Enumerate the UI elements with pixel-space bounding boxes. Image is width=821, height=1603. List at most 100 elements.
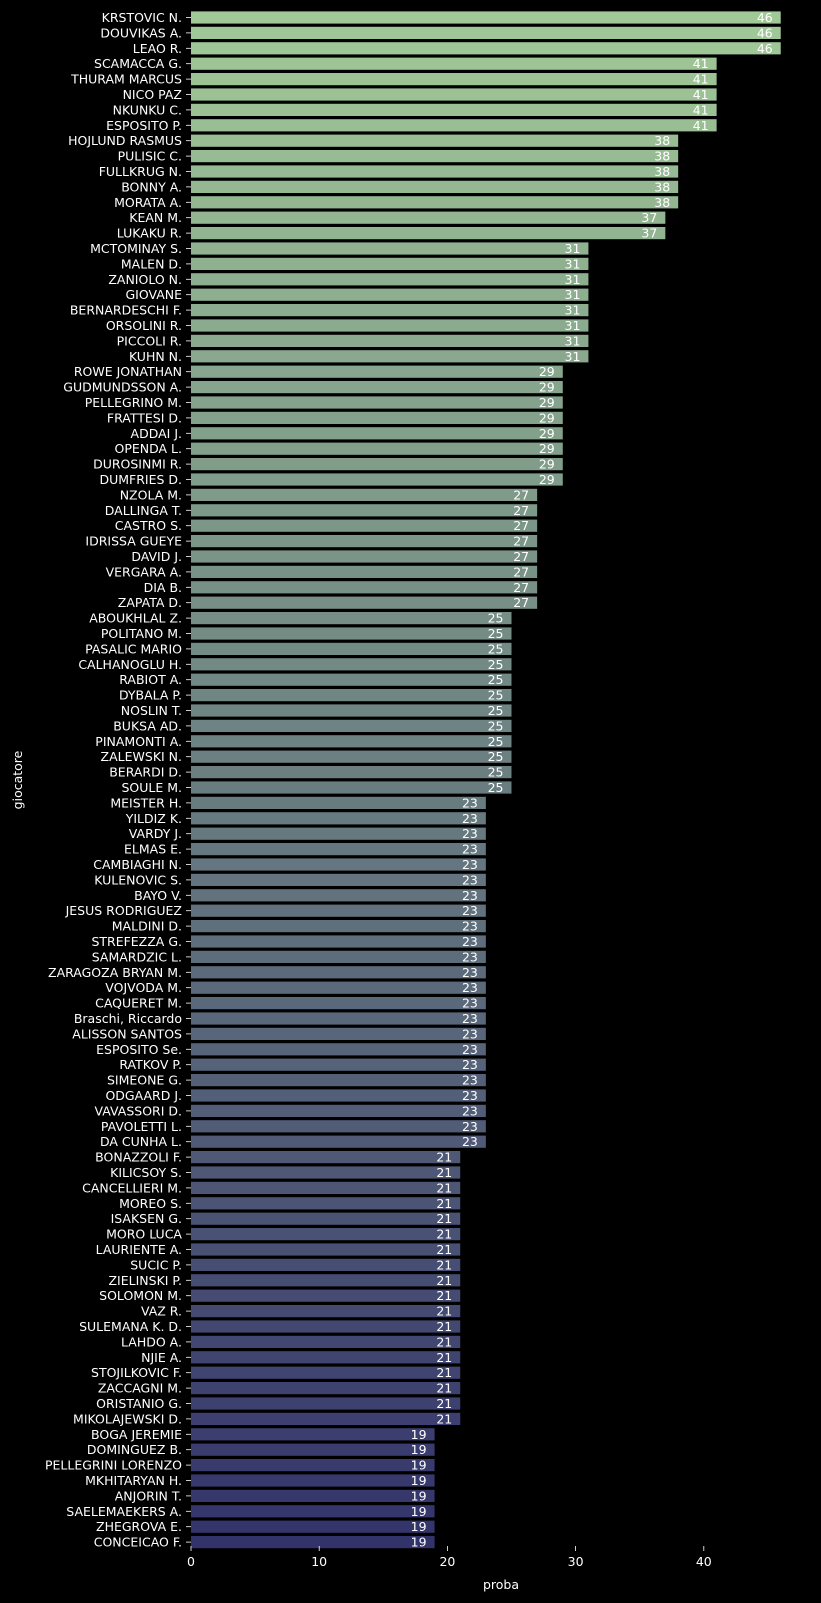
- category-label: LAURIENTE A.: [96, 1242, 182, 1257]
- category-label: CAQUERET M.: [95, 996, 182, 1011]
- bar: [191, 319, 589, 332]
- category-label: ODGAARD J.: [105, 1088, 182, 1103]
- bar: [191, 812, 486, 825]
- value-label: 41: [693, 56, 709, 71]
- value-label: 23: [462, 1134, 478, 1149]
- bar: [191, 1412, 461, 1425]
- value-label: 23: [462, 949, 478, 964]
- bar: [191, 334, 589, 347]
- category-label: ANJORIN T.: [115, 1488, 182, 1503]
- category-label: MALEN D.: [121, 256, 182, 271]
- value-label: 21: [436, 1211, 452, 1226]
- category-label: GUDMUNDSSON A.: [63, 380, 182, 395]
- value-label: 23: [462, 857, 478, 872]
- category-label: ZARAGOZA BRYAN M.: [48, 965, 182, 980]
- value-label: 21: [436, 1288, 452, 1303]
- value-label: 27: [513, 518, 529, 533]
- category-label: VARDY J.: [129, 826, 182, 841]
- bar: [191, 1335, 461, 1348]
- bar: [191, 1212, 461, 1225]
- value-label: 25: [488, 611, 504, 626]
- value-label: 25: [488, 703, 504, 718]
- value-label: 21: [436, 1350, 452, 1365]
- category-label: MIKOLAJEWSKI D.: [73, 1411, 182, 1426]
- value-label: 23: [462, 1073, 478, 1088]
- bar: [191, 1104, 486, 1117]
- bar: [191, 257, 589, 270]
- category-label: MKHITARYAN H.: [85, 1473, 182, 1488]
- category-label: DOMINGUEZ B.: [87, 1442, 182, 1457]
- bar: [191, 180, 679, 193]
- bar: [191, 1536, 435, 1549]
- bar: [191, 1351, 461, 1364]
- category-label: VAVASSORI D.: [95, 1103, 182, 1118]
- bar: [191, 1166, 461, 1179]
- category-label: STOJILKOVIC F.: [91, 1365, 182, 1380]
- bar: [191, 735, 512, 748]
- bar: [191, 642, 512, 655]
- bar: [191, 997, 486, 1010]
- x-axis: 0 10 20 30 40: [186, 8, 712, 1569]
- value-label: 25: [488, 657, 504, 672]
- bar: [191, 904, 486, 917]
- value-label: 21: [436, 1150, 452, 1165]
- x-tick-label: 20: [439, 1554, 455, 1569]
- value-labels: 4646464141414141383838383837373131313131…: [411, 10, 773, 1550]
- value-label: 27: [513, 534, 529, 549]
- category-label: CONCEICAO F.: [94, 1535, 182, 1550]
- category-label: RABIOT A.: [119, 672, 182, 687]
- value-label: 29: [539, 410, 555, 425]
- bar: [191, 550, 538, 563]
- value-label: 27: [513, 564, 529, 579]
- value-label: 25: [488, 734, 504, 749]
- category-label: JESUS RODRIGUEZ: [65, 903, 182, 918]
- bars-layer: [191, 11, 781, 1549]
- bar: [191, 796, 486, 809]
- value-label: 23: [462, 888, 478, 903]
- category-label: PELLEGRINI LORENZO: [45, 1458, 182, 1473]
- category-label: ZALEWSKI N.: [101, 749, 182, 764]
- category-label: SIMEONE G.: [107, 1073, 182, 1088]
- category-label: PULISIC C.: [118, 149, 182, 164]
- value-label: 21: [436, 1227, 452, 1242]
- category-label: PICCOLI R.: [117, 333, 182, 348]
- category-label: SOLOMON M.: [99, 1288, 182, 1303]
- bar: [191, 658, 512, 671]
- bar: [191, 627, 512, 640]
- category-label: GIOVANE: [125, 287, 182, 302]
- value-label: 37: [641, 226, 657, 241]
- bar: [191, 396, 563, 409]
- bar: [191, 1120, 486, 1133]
- category-label: CAMBIAGHI N.: [93, 857, 182, 872]
- bar: [191, 1459, 435, 1472]
- bar: [191, 1258, 461, 1271]
- category-label: LUKAKU R.: [117, 226, 182, 241]
- value-label: 38: [654, 164, 670, 179]
- value-label: 19: [411, 1427, 427, 1442]
- value-label: 25: [488, 749, 504, 764]
- value-label: 23: [462, 980, 478, 995]
- bar: [191, 211, 666, 224]
- bar: [191, 750, 512, 763]
- bar: [191, 1243, 461, 1256]
- category-label: ZHEGROVA E.: [96, 1519, 182, 1534]
- category-label: VAZ R.: [141, 1304, 182, 1319]
- bar: [191, 442, 563, 455]
- category-label: NKUNKU C.: [113, 102, 182, 117]
- value-label: 23: [462, 842, 478, 857]
- x-tick-label: 40: [696, 1554, 712, 1569]
- bar: [191, 1474, 435, 1487]
- value-label: 38: [654, 195, 670, 210]
- value-label: 23: [462, 1088, 478, 1103]
- value-label: 41: [693, 72, 709, 87]
- category-label: MEISTER H.: [110, 795, 182, 810]
- value-label: 21: [436, 1365, 452, 1380]
- category-label: Braschi, Riccardo: [74, 1011, 182, 1026]
- bar: [191, 612, 512, 625]
- category-label: DUROSINMI R.: [93, 457, 182, 472]
- value-label: 19: [411, 1504, 427, 1519]
- category-label: NOSLIN T.: [121, 703, 182, 718]
- category-label: ZIELINSKI P.: [108, 1273, 182, 1288]
- bar: [191, 1012, 486, 1025]
